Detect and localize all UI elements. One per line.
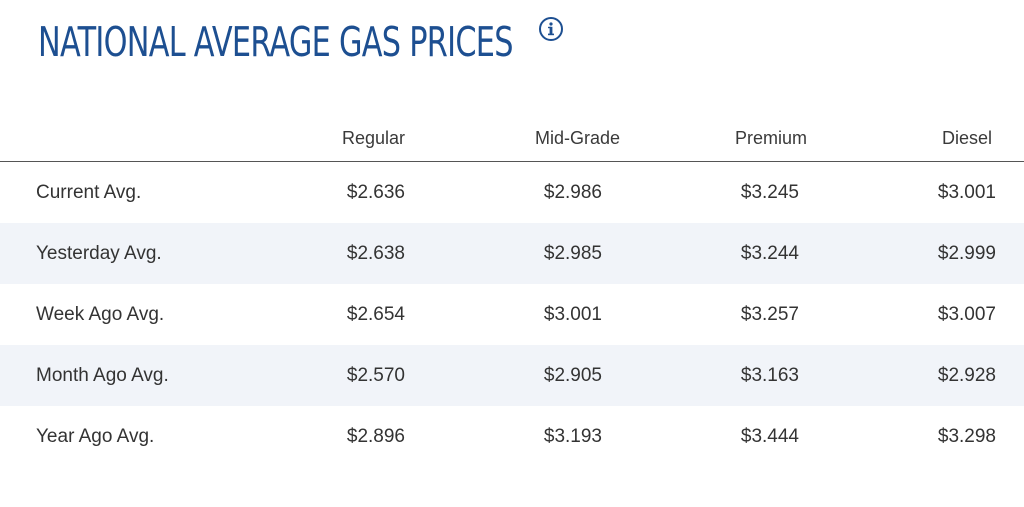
table-row: Current Avg. $2.636 $2.986 $3.245 $3.001 [0,162,1024,223]
row-label: Week Ago Avg. [36,304,165,325]
premium-price: $3.444 [740,426,799,447]
row-label: Current Avg. [36,182,142,203]
regular-price: $2.570 [346,365,405,386]
table-row: Month Ago Avg. $2.570 $2.905 $3.163 $2.9… [0,345,1024,406]
mid-grade-price: $2.986 [543,182,602,203]
diesel-price: $3.007 [937,304,996,325]
premium-price: $3.244 [740,243,799,264]
diesel-price: $3.001 [937,182,996,203]
table-row: Week Ago Avg. $2.654 $3.001 $3.257 $3.00… [0,284,1024,345]
row-label: Month Ago Avg. [36,365,169,386]
diesel-price: $2.999 [937,243,996,264]
diesel-price: $3.298 [937,426,996,447]
column-header-regular: Regular [341,128,405,148]
premium-price: $3.163 [740,365,799,386]
diesel-price: $2.928 [937,365,996,386]
column-header-diesel: Diesel [941,128,992,148]
mid-grade-price: $3.193 [543,426,602,447]
regular-price: $2.638 [346,243,405,264]
premium-price: $3.245 [740,182,799,203]
row-label: Year Ago Avg. [36,426,155,447]
table-header-row: Regular Mid-Grade Premium Diesel [0,110,1024,162]
table-row: Yesterday Avg. $2.638 $2.985 $3.244 $2.9… [0,223,1024,284]
regular-price: $2.654 [346,304,405,325]
column-header-mid-grade: Mid-Grade [534,128,620,148]
mid-grade-price: $3.001 [543,304,602,325]
regular-price: $2.896 [346,426,405,447]
info-icon[interactable] [538,16,564,42]
gas-prices-table: Regular Mid-Grade Premium Diesel Current… [0,110,1024,467]
row-label: Yesterday Avg. [36,243,162,264]
column-header-premium: Premium [734,128,807,148]
premium-price: $3.257 [740,304,799,325]
title-area: NATIONAL AVERAGE GAS PRICES [38,14,680,74]
mid-grade-price: $2.905 [543,365,602,386]
mid-grade-price: $2.985 [543,243,602,264]
page-title: NATIONAL AVERAGE GAS PRICES [38,18,513,66]
regular-price: $2.636 [346,182,405,203]
table-row: Year Ago Avg. $2.896 $3.193 $3.444 $3.29… [0,406,1024,467]
